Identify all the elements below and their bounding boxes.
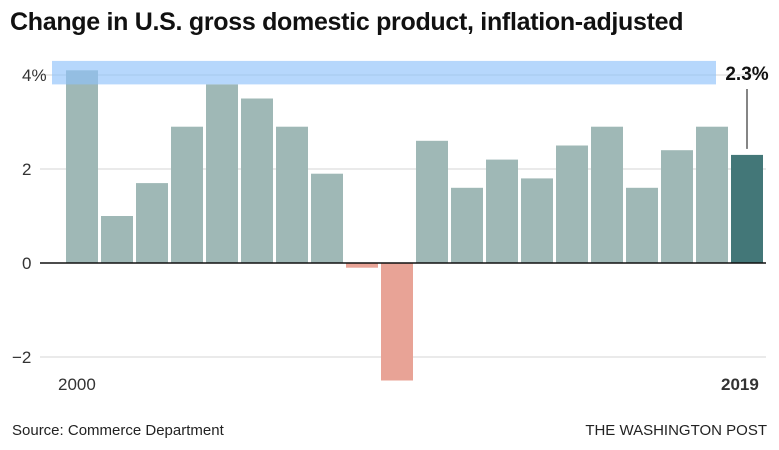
bar-2010: [416, 140, 448, 263]
bar-2007: [311, 173, 343, 263]
bar-2005: [241, 98, 273, 263]
bar-2012: [486, 159, 518, 263]
bar-2018: [696, 126, 728, 263]
chart-title: Change in U.S. gross domestic product, i…: [10, 8, 684, 36]
y-tick-label: 0: [22, 254, 31, 273]
bar-2001: [101, 216, 133, 263]
bar-2016: [626, 187, 658, 263]
y-tick-label: 2: [22, 160, 31, 179]
bar-2003: [171, 126, 203, 263]
bar-2002: [136, 183, 168, 263]
bar-2008: [346, 263, 378, 268]
bar-2000: [66, 70, 98, 263]
bar-2013: [521, 178, 553, 263]
source-note: Source: Commerce Department: [12, 422, 224, 439]
bar-2015: [591, 126, 623, 263]
bar-2014: [556, 145, 588, 263]
x-tick-label: 2019: [721, 375, 759, 394]
annotation-label: 2.3%: [725, 64, 768, 85]
bar-2004: [206, 84, 238, 264]
bar-2011: [451, 187, 483, 263]
bar-2017: [661, 150, 693, 263]
y-tick-label: 4%: [22, 66, 47, 85]
bar-2009: [381, 263, 413, 381]
bar-2006: [276, 126, 308, 263]
publisher-credit: THE WASHINGTON POST: [585, 422, 767, 439]
y-tick-label: −2: [12, 348, 31, 367]
x-tick-label: 2000: [58, 375, 96, 394]
bar-2019: [731, 154, 763, 263]
highlight-band: [52, 60, 716, 85]
